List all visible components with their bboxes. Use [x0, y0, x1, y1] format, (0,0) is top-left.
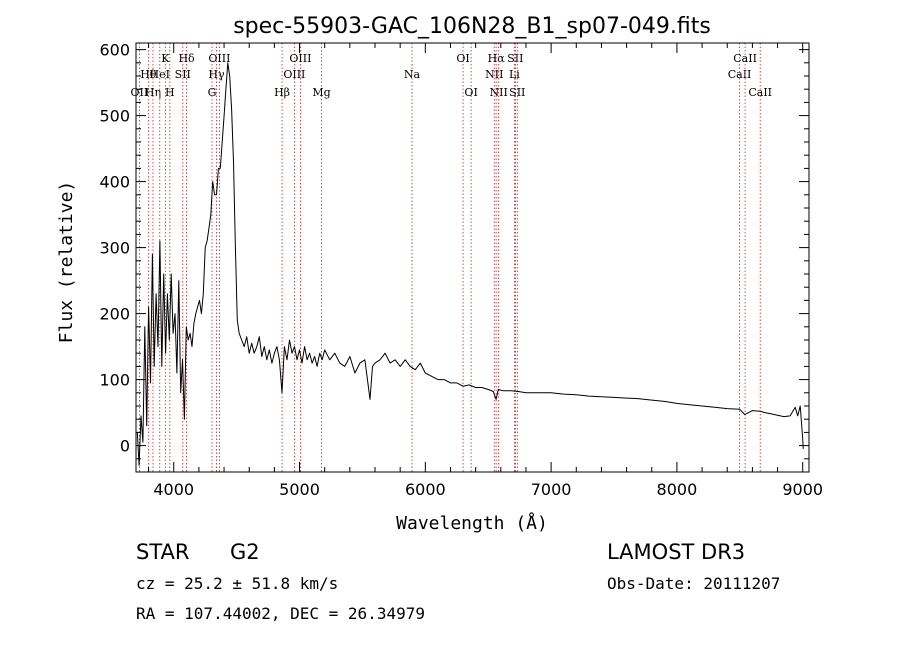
marker-label-20: NII [490, 86, 508, 99]
marker-label-11: Hβ [274, 86, 290, 99]
x-tick-label-4000: 4000 [153, 480, 194, 499]
series-layer [136, 62, 804, 466]
series-line-flux [136, 62, 804, 466]
marker-label-26: CaII [748, 86, 772, 99]
marker-label-4: K [161, 52, 170, 65]
marker-label-16: OI [456, 52, 469, 65]
y-tick-label-600: 600 [99, 41, 130, 60]
x-tick-label-7000: 7000 [531, 480, 572, 499]
marker-label-6: SII [175, 68, 191, 81]
marker-label-8: G [208, 86, 217, 99]
marker-label-3: HeI [150, 68, 170, 81]
marker-label-5: H [165, 86, 175, 99]
x-axis-label: Wavelength (Å) [396, 512, 548, 534]
marker-label-10: OIII [208, 52, 230, 65]
x-tick-label-8000: 8000 [657, 480, 698, 499]
spectral-line-markers: OIIHθHηHeIKHSIIHδGHγOIIIHβOIIIOIIIMgNaOI… [131, 43, 772, 472]
redshift-readout: cz = 25.2 ± 51.8 km/s [136, 574, 339, 593]
marker-label-14: Mg [312, 86, 330, 99]
marker-label-2: Hη [145, 86, 161, 99]
y-tick-label-400: 400 [99, 173, 130, 192]
marker-label-23: SII [509, 86, 525, 99]
y-tick-label-500: 500 [99, 107, 130, 126]
y-tick-label-0: 0 [120, 437, 130, 456]
plot-frame [135, 42, 810, 473]
obs-date: Obs-Date: 20111207 [607, 574, 781, 593]
marker-label-19: Hα [488, 52, 506, 65]
marker-label-9: Hγ [208, 68, 225, 81]
marker-label-12: OIII [283, 68, 305, 81]
x-tick-label-9000: 9000 [782, 480, 823, 499]
spectrum-chart: spec-55903-GAC_106N28_B1_sp07-049.fits O… [56, 14, 823, 534]
y-tick-label-300: 300 [99, 239, 130, 258]
object-subclass: G2 [230, 540, 260, 564]
marker-label-18: NII [485, 68, 503, 81]
coordinates: RA = 107.44002, DEC = 26.34979 [136, 604, 425, 623]
x-tick-label-6000: 6000 [405, 480, 446, 499]
marker-label-24: CaII [728, 68, 752, 81]
marker-label-17: OI [464, 86, 477, 99]
x-tick-label-5000: 5000 [279, 480, 320, 499]
y-axis: 0 100 200 300 400 500 600 [99, 41, 809, 460]
marker-label-7: Hδ [178, 52, 195, 65]
marker-label-25: CaII [733, 52, 757, 65]
marker-label-0: OII [131, 86, 149, 99]
survey-name: LAMOST DR3 [607, 540, 746, 564]
marker-label-21: Li [509, 68, 520, 81]
marker-label-15: Na [404, 68, 421, 81]
x-axis: 4000 5000 6000 7000 8000 9000 [148, 43, 823, 499]
y-tick-label-200: 200 [99, 305, 130, 324]
y-tick-label-100: 100 [99, 371, 130, 390]
y-axis-label: Flux (relative) [56, 181, 77, 344]
chart-title: spec-55903-GAC_106N28_B1_sp07-049.fits [233, 14, 711, 39]
object-class: STAR [136, 540, 190, 564]
marker-label-13: OIII [289, 52, 311, 65]
marker-label-22: SII [507, 52, 523, 65]
